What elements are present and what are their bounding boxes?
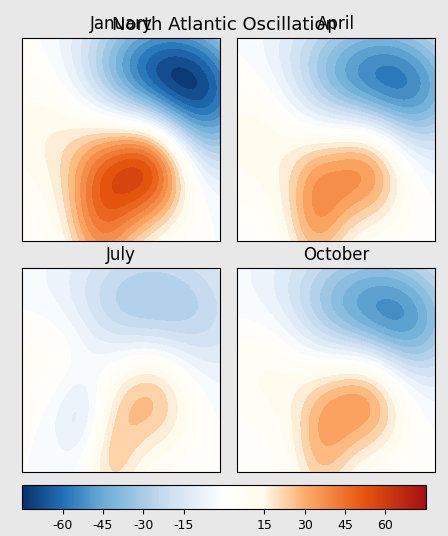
Title: April: April xyxy=(317,15,355,33)
Title: October: October xyxy=(303,245,369,264)
Title: July: July xyxy=(106,245,136,264)
Title: January: January xyxy=(90,15,152,33)
Text: North Atlantic Oscillation: North Atlantic Oscillation xyxy=(112,16,336,34)
